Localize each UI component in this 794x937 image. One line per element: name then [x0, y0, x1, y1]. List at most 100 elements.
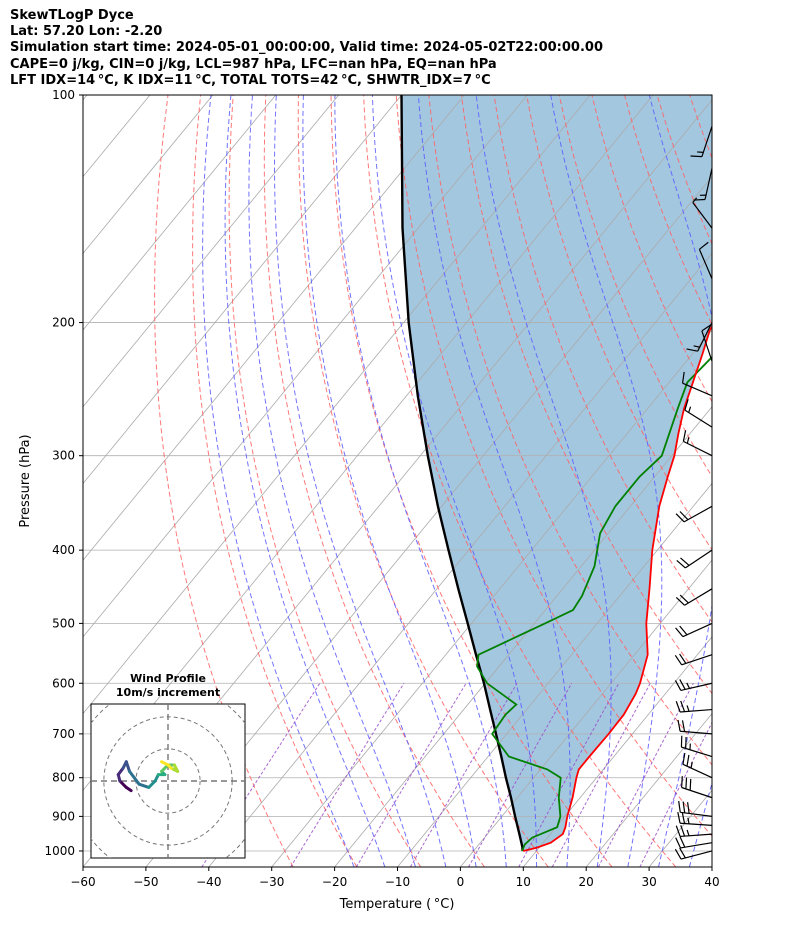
dry-adiabat — [154, 95, 294, 867]
dry-adiabat — [192, 95, 358, 867]
isotherm-line — [208, 252, 712, 867]
moist-adiabat — [334, 95, 507, 867]
mixing-ratio-line — [551, 683, 651, 867]
title-stability-1: CAPE=0 j/kg, CIN=0 j/kg, LCL=987 hPa, LF… — [10, 56, 497, 72]
x-tick-label: −10 — [385, 875, 410, 889]
wind-barb — [701, 324, 713, 362]
wind-barb — [675, 836, 713, 849]
wind-barb — [676, 549, 713, 569]
dry-adiabat — [788, 95, 794, 867]
grid-lines — [83, 95, 794, 867]
mixing-ratio-line — [518, 683, 620, 867]
isotherm-line — [83, 95, 277, 331]
dry-adiabat — [263, 95, 485, 867]
wind-barb — [681, 776, 713, 799]
y-tick-label: 200 — [52, 316, 75, 330]
y-tick-label: 800 — [52, 771, 75, 785]
isotherm-line — [83, 95, 528, 638]
hodograph-segment — [147, 779, 157, 789]
isotherm-line — [271, 329, 712, 867]
y-tick-label: 100 — [52, 88, 75, 102]
mixing-ratio-line — [409, 683, 518, 867]
wind-barb — [678, 800, 713, 817]
inset-title: Wind Profile — [130, 672, 206, 685]
wind-barb — [675, 505, 713, 523]
y-tick-label: 900 — [52, 809, 75, 823]
isotherm-line — [83, 95, 214, 254]
dry-adiabat — [722, 95, 794, 867]
wind-barb — [693, 168, 713, 201]
dry-adiabat — [395, 95, 712, 837]
y-tick-label: 700 — [52, 727, 75, 741]
y-tick-label: 300 — [52, 449, 75, 463]
dry-adiabat — [558, 95, 712, 478]
hodograph-segment — [118, 779, 128, 789]
isotherm-line — [83, 95, 465, 561]
wind-barb — [674, 679, 713, 692]
wind-barb — [681, 371, 713, 397]
wind-barb — [674, 847, 713, 860]
wind-barb — [686, 322, 713, 352]
wind-barb — [698, 241, 713, 279]
dewpoint-line — [476, 355, 712, 852]
temperature-line — [522, 324, 712, 852]
hodograph-segment — [124, 760, 131, 773]
moist-adiabat — [475, 95, 612, 867]
y-tick-label: 600 — [52, 676, 75, 690]
mixing-ratio-line — [468, 683, 573, 867]
x-tick-label: 20 — [579, 875, 594, 889]
moist-adiabat — [302, 95, 477, 867]
isotherm-line — [83, 95, 339, 408]
dry-adiabat — [228, 95, 422, 867]
isotherm-line — [334, 406, 712, 867]
title-stability-2: LFT IDX=14 °C, K IDX=11 °C, TOTAL TOTS=4… — [10, 72, 491, 88]
isotherm-line — [460, 559, 712, 867]
isotherm-line — [83, 95, 402, 485]
wind-barbs — [674, 126, 713, 860]
y-tick-label: 500 — [52, 616, 75, 630]
dry-adiabat — [297, 95, 549, 867]
moist-adiabat — [720, 95, 794, 867]
wind-barb — [677, 811, 713, 826]
wind-barb — [675, 588, 713, 606]
x-tick-label: 10 — [516, 875, 531, 889]
title-station: SkewTLogP Dyce — [10, 8, 134, 23]
mixing-ratio-line — [290, 683, 405, 867]
mixing-ratio-line — [597, 683, 694, 867]
dry-adiabat — [428, 95, 712, 766]
isotherm-line — [83, 95, 88, 101]
mixing-ratio-line — [639, 721, 712, 867]
wind-barb — [680, 735, 713, 758]
dry-adiabat — [493, 95, 712, 623]
mixing-ratio-line — [201, 683, 321, 867]
wind-barb — [690, 126, 713, 158]
chart-title-block: SkewTLogP Dyce Lat: 57.20 Lon: -2.20 Sim… — [10, 8, 603, 89]
y-tick-label: 1000 — [44, 844, 75, 858]
moist-adiabat — [417, 95, 571, 867]
x-tick-label: −60 — [70, 875, 95, 889]
dry-adiabat — [755, 95, 794, 867]
x-tick-label: −20 — [322, 875, 347, 889]
wind-barb — [682, 430, 713, 457]
mixing-ratio-line — [355, 683, 467, 867]
isotherm-line — [397, 482, 712, 867]
moist-adiabat — [202, 95, 355, 867]
hodograph-segment — [128, 769, 141, 786]
isotherm-line — [522, 636, 712, 867]
wind-barb — [677, 719, 713, 735]
moist-adiabat — [371, 95, 538, 867]
x-tick-label: −50 — [133, 875, 158, 889]
x-axis-label: Temperature ( °C) — [339, 897, 455, 912]
isotherm-line — [711, 866, 712, 867]
hodograph-segment — [160, 760, 170, 767]
wind-barb — [684, 399, 713, 428]
moist-adiabat — [550, 95, 663, 867]
wind-barb — [675, 825, 713, 838]
dry-adiabat — [363, 95, 677, 867]
dry-adiabat — [330, 95, 613, 867]
axes: −60 −50 −40 −30 −20 −10 0 10 20 30 40 100 200 300 400 5… — [44, 88, 719, 889]
moist-adiabat — [224, 95, 386, 867]
title-location: Lat: 57.20 Lon: -2.20 — [10, 24, 163, 40]
